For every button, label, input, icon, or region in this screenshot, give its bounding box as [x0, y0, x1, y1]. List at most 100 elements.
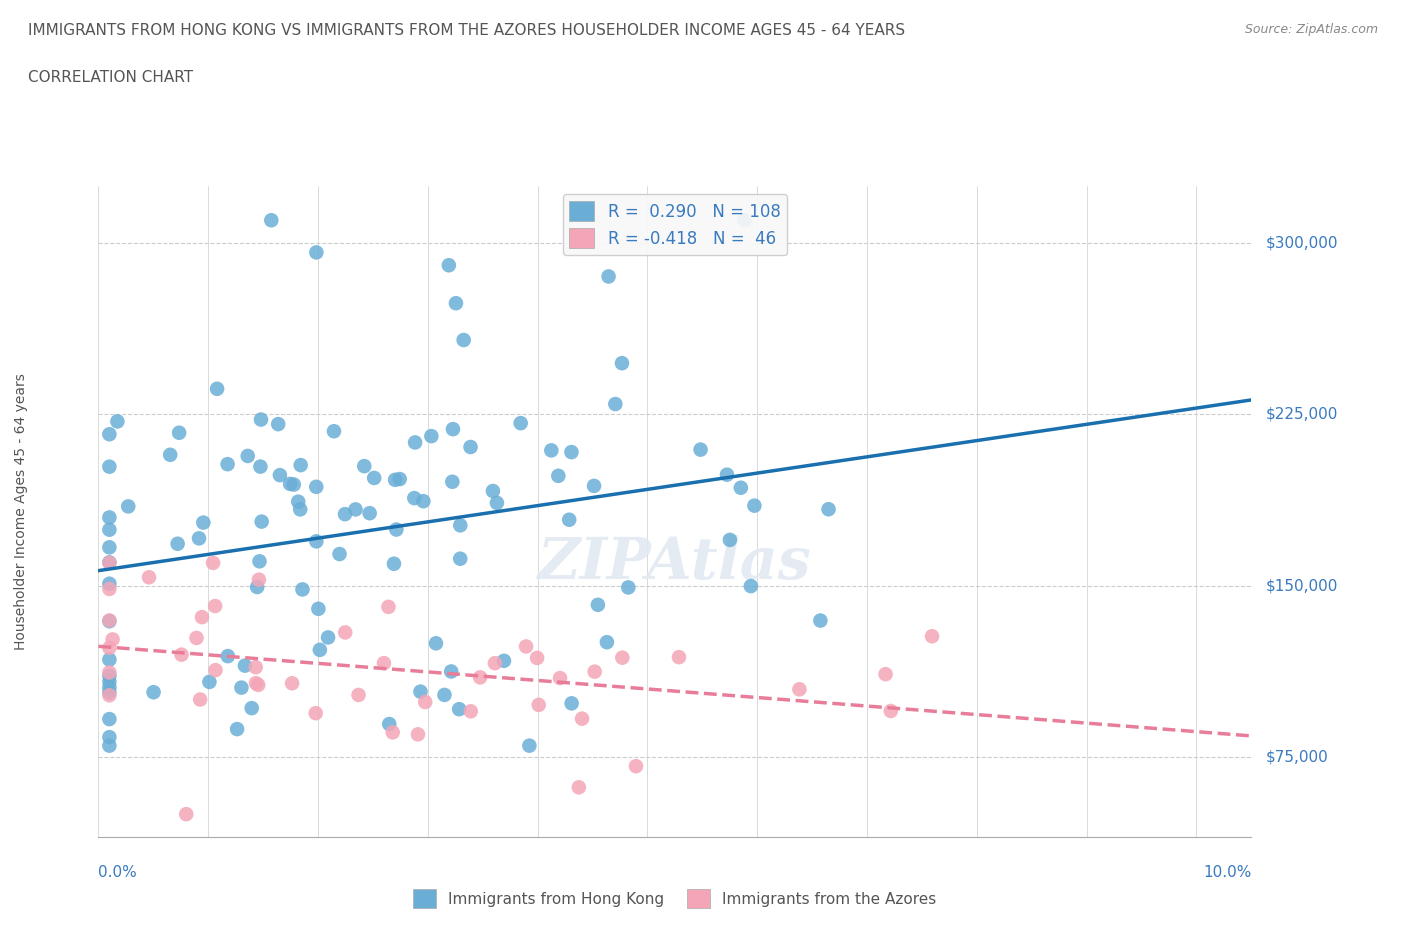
Point: [404, 491, 426, 506]
Point: [444, 296, 467, 311]
Point: [583, 478, 606, 493]
Point: [420, 429, 443, 444]
Point: [624, 759, 647, 774]
Point: [233, 658, 256, 673]
Point: [217, 457, 239, 472]
Point: [571, 711, 593, 726]
Point: [384, 472, 406, 487]
Point: [247, 677, 270, 692]
Point: [117, 499, 139, 514]
Point: [98, 738, 121, 753]
Point: [98, 711, 121, 726]
Point: [236, 448, 259, 463]
Point: [290, 502, 312, 517]
Point: [98, 510, 121, 525]
Point: [740, 578, 762, 593]
Point: [460, 704, 482, 719]
Point: [744, 498, 766, 513]
Text: 0.0%: 0.0%: [98, 865, 138, 880]
Point: [191, 610, 214, 625]
Point: [449, 551, 471, 566]
Point: [610, 356, 633, 371]
Point: [98, 427, 121, 442]
Point: [482, 484, 505, 498]
Point: [789, 682, 811, 697]
Text: ZIPAtlas: ZIPAtlas: [538, 536, 811, 591]
Point: [547, 469, 569, 484]
Point: [240, 700, 263, 715]
Point: [186, 631, 208, 645]
Point: [441, 474, 464, 489]
Point: [378, 717, 401, 732]
Point: [485, 496, 508, 511]
Point: [449, 702, 471, 717]
Point: [98, 669, 121, 684]
Point: [174, 806, 197, 821]
Point: [617, 580, 640, 595]
Point: [875, 667, 897, 682]
Text: $75,000: $75,000: [1265, 750, 1329, 764]
Point: [287, 494, 309, 509]
Point: [558, 512, 581, 527]
Point: [716, 467, 738, 482]
Point: [381, 724, 404, 739]
Point: [305, 245, 328, 259]
Text: $225,000: $225,000: [1265, 407, 1337, 422]
Point: [718, 533, 741, 548]
Text: IMMIGRANTS FROM HONG KONG VS IMMIGRANTS FROM THE AZORES HOUSEHOLDER INCOME AGES : IMMIGRANTS FROM HONG KONG VS IMMIGRANTS …: [28, 23, 905, 38]
Point: [412, 494, 434, 509]
Point: [492, 654, 515, 669]
Point: [246, 579, 269, 594]
Point: [245, 659, 267, 674]
Point: [425, 636, 447, 651]
Point: [98, 680, 121, 695]
Text: $300,000: $300,000: [1265, 235, 1339, 250]
Point: [437, 258, 460, 272]
Point: [217, 648, 239, 663]
Point: [515, 639, 537, 654]
Point: [308, 643, 330, 658]
Point: [204, 599, 226, 614]
Point: [98, 730, 121, 745]
Point: [249, 459, 271, 474]
Point: [404, 435, 426, 450]
Point: [291, 582, 314, 597]
Point: [269, 468, 291, 483]
Point: [249, 554, 271, 569]
Point: [440, 664, 463, 679]
Point: [509, 416, 531, 431]
Point: [307, 602, 329, 617]
Point: [730, 480, 752, 495]
Point: [305, 534, 328, 549]
Point: [560, 445, 582, 459]
Point: [441, 421, 464, 436]
Point: [526, 650, 548, 665]
Point: [540, 443, 562, 458]
Point: [278, 476, 301, 491]
Point: [205, 381, 228, 396]
Point: [519, 738, 541, 753]
Point: [605, 396, 627, 411]
Point: [583, 664, 606, 679]
Point: [188, 531, 211, 546]
Text: 10.0%: 10.0%: [1204, 865, 1251, 880]
Text: Source: ZipAtlas.com: Source: ZipAtlas.com: [1244, 23, 1378, 36]
Point: [98, 540, 121, 555]
Point: [817, 502, 839, 517]
Point: [98, 459, 121, 474]
Point: [305, 479, 328, 494]
Point: [98, 555, 121, 570]
Point: [267, 417, 290, 432]
Point: [668, 650, 690, 665]
Point: [316, 630, 339, 644]
Point: [347, 687, 370, 702]
Point: [167, 425, 190, 440]
Point: [373, 656, 395, 671]
Point: [98, 614, 121, 629]
Point: [101, 632, 124, 647]
Point: [388, 472, 411, 486]
Point: [166, 537, 188, 551]
Point: [98, 641, 121, 656]
Point: [363, 471, 385, 485]
Point: [433, 687, 456, 702]
